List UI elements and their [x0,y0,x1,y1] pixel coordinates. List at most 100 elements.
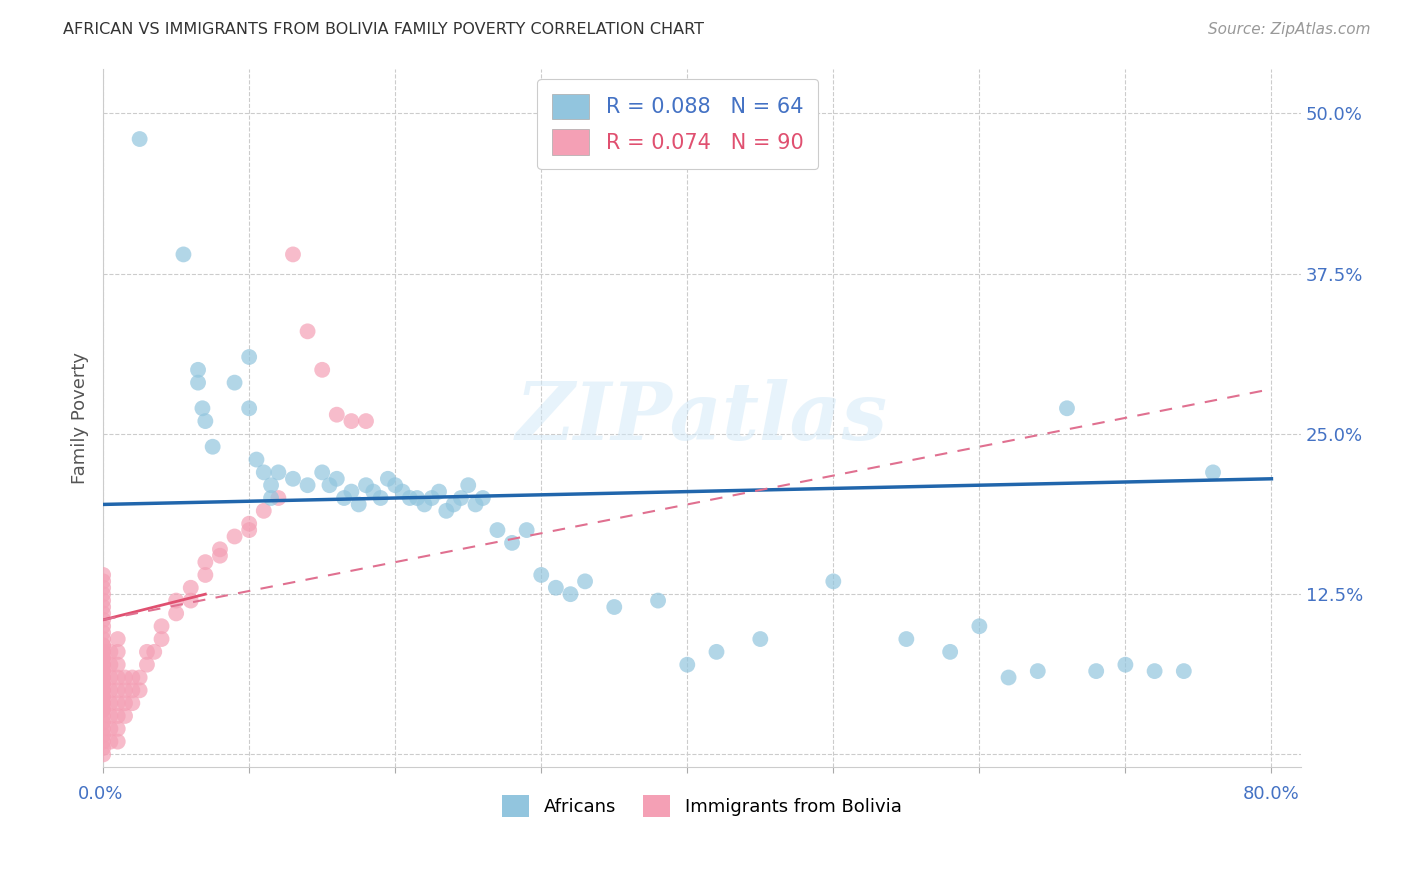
Point [100,709,122,723]
Point [91,741,114,756]
Point [91,657,114,672]
Point [318,478,340,492]
Point [471,491,494,505]
Point [91,651,114,665]
Point [326,472,349,486]
Point [114,696,136,710]
Point [201,440,224,454]
Point [574,574,596,589]
Point [939,645,962,659]
Point [427,484,450,499]
Point [114,683,136,698]
Point [1026,664,1049,678]
Point [311,363,333,377]
Point [238,401,260,416]
Point [194,555,217,569]
Point [333,491,356,505]
Point [238,350,260,364]
Point [91,683,114,698]
Point [180,581,202,595]
Point [501,536,523,550]
Point [194,414,217,428]
Point [91,599,114,614]
Point [91,625,114,640]
Point [486,523,509,537]
Point [464,498,486,512]
Point [107,632,129,646]
Point [91,734,114,748]
Point [326,408,349,422]
Point [340,414,363,428]
Point [143,645,166,659]
Point [208,549,231,563]
Point [107,709,129,723]
Point [354,478,377,492]
Point [311,466,333,480]
Point [91,574,114,589]
Point [253,504,276,518]
Point [91,671,114,685]
Point [107,696,129,710]
Point [114,671,136,685]
Point [91,651,114,665]
Point [165,593,187,607]
Point [1173,664,1195,678]
Point [544,581,567,595]
Point [100,696,122,710]
Point [91,677,114,691]
Point [896,632,918,646]
Point [297,478,319,492]
Point [347,498,370,512]
Point [91,747,114,762]
Point [107,683,129,698]
Point [253,466,276,480]
Point [180,593,202,607]
Point [91,619,114,633]
Point [516,523,538,537]
Text: Source: ZipAtlas.com: Source: ZipAtlas.com [1208,22,1371,37]
Point [128,671,150,685]
Point [91,593,114,607]
Point [107,657,129,672]
Point [434,504,457,518]
Text: 80.0%: 80.0% [1243,785,1299,804]
Point [676,657,699,672]
Point [224,376,246,390]
Point [420,491,443,505]
Point [128,683,150,698]
Point [121,671,143,685]
Point [647,593,669,607]
Point [238,523,260,537]
Point [100,671,122,685]
Point [100,722,122,736]
Point [91,632,114,646]
Point [128,132,150,146]
Point [450,491,472,505]
Point [91,683,114,698]
Point [406,491,429,505]
Point [224,529,246,543]
Point [107,671,129,685]
Point [1085,664,1108,678]
Point [100,734,122,748]
Point [297,324,319,338]
Point [91,657,114,672]
Point [91,696,114,710]
Point [208,542,231,557]
Point [107,734,129,748]
Point [384,478,406,492]
Point [706,645,728,659]
Point [100,683,122,698]
Point [363,484,385,499]
Point [91,728,114,742]
Point [281,247,304,261]
Point [997,671,1019,685]
Point [91,587,114,601]
Point [443,498,465,512]
Point [91,581,114,595]
Point [969,619,991,633]
Text: AFRICAN VS IMMIGRANTS FROM BOLIVIA FAMILY POVERTY CORRELATION CHART: AFRICAN VS IMMIGRANTS FROM BOLIVIA FAMIL… [63,22,704,37]
Point [91,645,114,659]
Text: 0.0%: 0.0% [77,785,122,804]
Point [91,715,114,730]
